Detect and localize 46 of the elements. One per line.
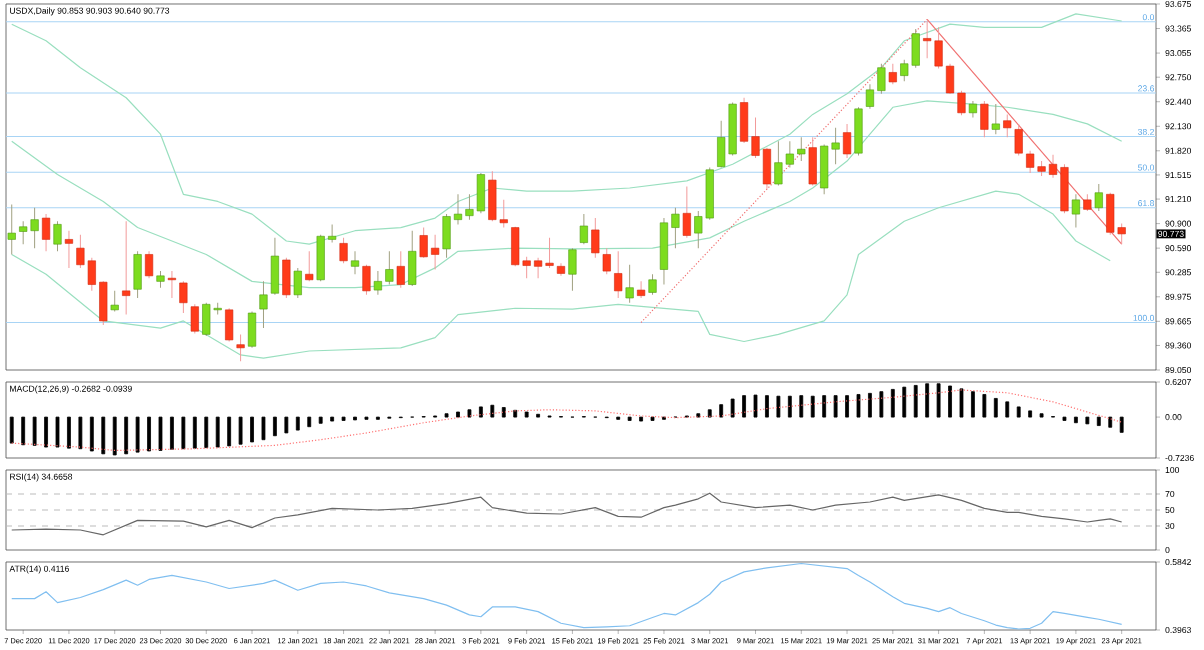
candlestick: [167, 270, 176, 299]
candlestick: [408, 230, 417, 287]
candlestick: [247, 310, 257, 349]
candlestick: [888, 63, 897, 85]
candlestick: [1071, 193, 1080, 229]
candlestick: [808, 136, 817, 187]
candlestick: [980, 100, 989, 138]
candlestick: [53, 220, 62, 252]
candlestick: [637, 280, 646, 299]
candlestick: [305, 250, 314, 282]
candlestick: [122, 220, 131, 316]
candlestick: [270, 237, 279, 296]
candlestick: [1003, 113, 1012, 138]
candlestick: [1094, 183, 1103, 212]
candlestick: [579, 213, 588, 245]
candlestick: [991, 103, 1000, 135]
candlestick: [64, 230, 74, 269]
candlestick: [602, 247, 611, 275]
candlestick: [350, 250, 360, 275]
candlestick: [190, 303, 199, 335]
candlestick: [682, 185, 691, 239]
candlestick: [259, 280, 268, 329]
candlestick: [396, 250, 405, 289]
candlestick: [625, 264, 634, 304]
line-series: [11, 190, 1111, 359]
candlestick: [293, 267, 302, 299]
line-series: [11, 13, 1123, 245]
candlestick: [282, 257, 291, 299]
candlestick: [614, 250, 623, 299]
line-series: [11, 492, 1123, 536]
candlestick: [41, 213, 51, 252]
candlestick: [133, 250, 142, 299]
candlestick: [236, 333, 245, 362]
candlestick: [854, 106, 863, 157]
line-series: [11, 100, 1123, 289]
candlestick: [842, 123, 852, 159]
candlestick: [339, 237, 348, 264]
candlestick: [225, 307, 234, 343]
candlestick: [648, 273, 657, 296]
line-series: [11, 389, 1123, 452]
candlestick: [144, 250, 154, 279]
candlestick: [591, 217, 600, 259]
candlestick: [362, 264, 371, 296]
candlestick: [7, 204, 16, 255]
candlestick: [179, 280, 188, 314]
candlestick: [568, 247, 577, 292]
